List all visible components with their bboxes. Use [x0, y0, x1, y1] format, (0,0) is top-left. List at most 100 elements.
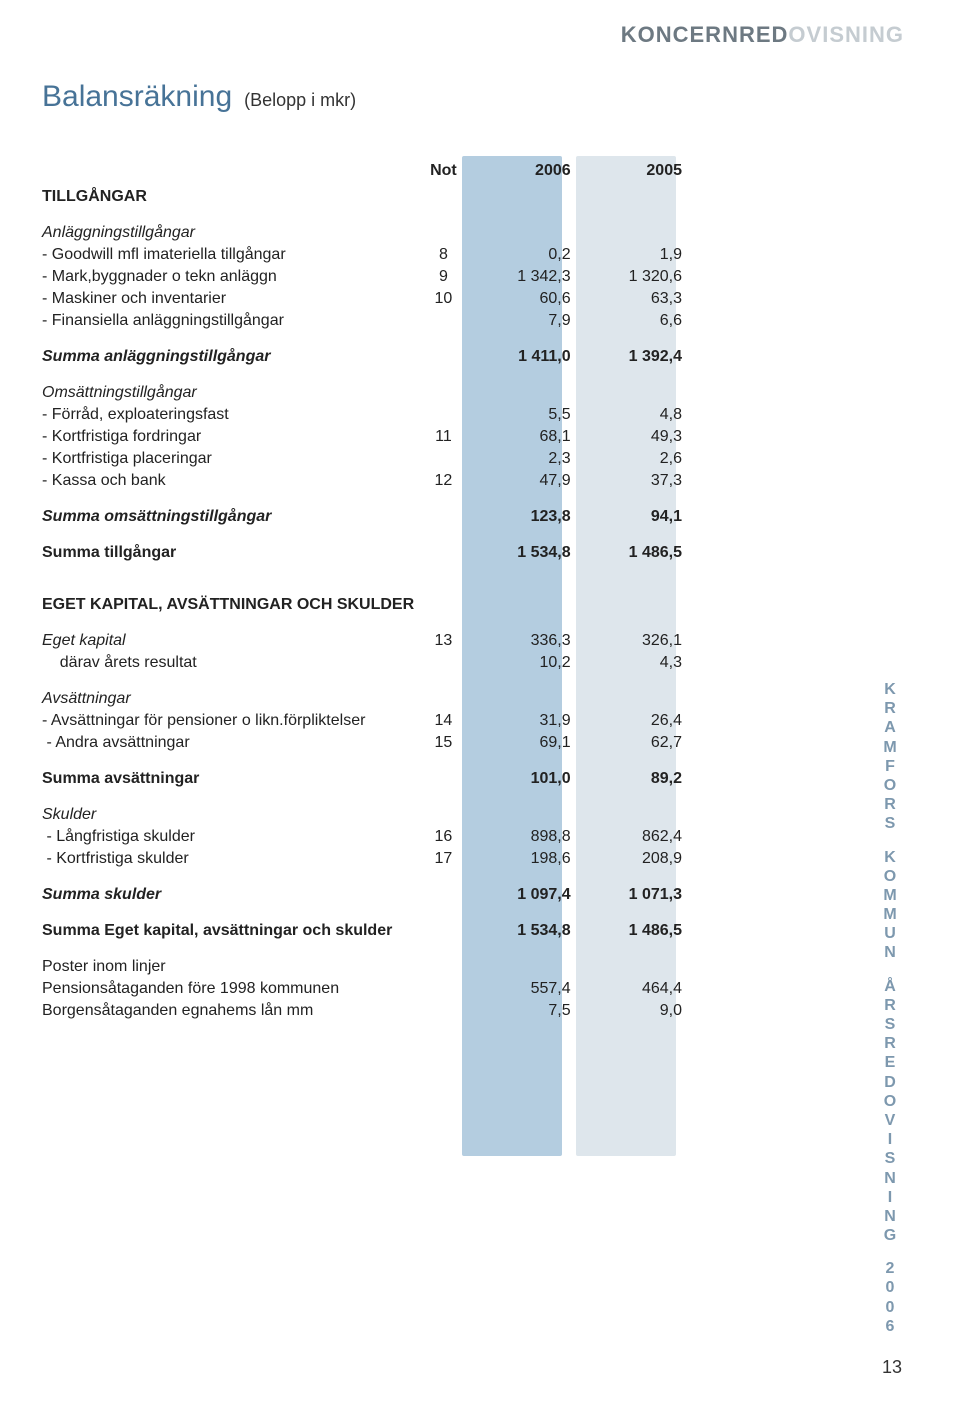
- cell-2005: 464,4: [584, 978, 682, 1000]
- side-letter: N: [882, 1169, 900, 1188]
- cell-label: - Kortfristiga placeringar: [42, 448, 414, 470]
- cell-not: 15: [414, 732, 473, 754]
- page-title: Balansräkning: [42, 80, 232, 114]
- cell-2005: [584, 688, 682, 710]
- cell-spacer: [571, 956, 584, 978]
- cell-not: 17: [414, 848, 473, 870]
- table-row: [42, 616, 682, 630]
- cell-label: - Goodwill mfl imateriella tillgångar: [42, 244, 414, 266]
- cell-2006: 1 342,3: [473, 266, 571, 288]
- page-number: 13: [882, 1357, 902, 1378]
- table-row: Borgensåtaganden egnahems lån mm 7,5 9,0: [42, 1000, 682, 1022]
- page-subtitle: (Belopp i mkr): [244, 90, 356, 111]
- cell-spacer: [571, 804, 584, 826]
- cell-not: [414, 590, 473, 616]
- table-row: TILLGÅNGAR: [42, 182, 682, 208]
- side-letter: 2: [882, 1259, 900, 1278]
- cell-not: 9: [414, 266, 473, 288]
- table-row: [42, 492, 682, 506]
- table-row: EGET KAPITAL, AVSÄTTNINGAR OCH SKULDER: [42, 590, 682, 616]
- cell-2005: [584, 956, 682, 978]
- cell-not: [414, 1000, 473, 1022]
- side-letter: S: [882, 814, 900, 833]
- cell-label: - Kortfristiga fordringar: [42, 426, 414, 448]
- side-gap: [882, 963, 900, 977]
- cell-label: - Långfristiga skulder: [42, 826, 414, 848]
- side-letter: I: [882, 1130, 900, 1149]
- cell-not: 8: [414, 244, 473, 266]
- cell-spacer: [571, 630, 584, 652]
- side-letter: I: [882, 1188, 900, 1207]
- cell-spacer: [571, 920, 584, 942]
- cell-2006: 2,3: [473, 448, 571, 470]
- cell-label: - Maskiner och inventarier: [42, 288, 414, 310]
- table-row: [42, 754, 682, 768]
- cell-spacer: [571, 426, 584, 448]
- cell-label: Borgensåtaganden egnahems lån mm: [42, 1000, 414, 1022]
- cell-label: därav årets resultat: [42, 652, 414, 674]
- cell-2005: 63,3: [584, 288, 682, 310]
- cell-not: [414, 310, 473, 332]
- cell-not: [414, 804, 473, 826]
- cell-2006: 60,6: [473, 288, 571, 310]
- cell-2006: 69,1: [473, 732, 571, 754]
- cell-not: [414, 956, 473, 978]
- cell-spacer: [571, 382, 584, 404]
- cell-not: [414, 920, 473, 942]
- table-row: - Kortfristiga skulder17198,6208,9: [42, 848, 682, 870]
- cell-2005: 326,1: [584, 630, 682, 652]
- side-letter: Å: [882, 977, 900, 996]
- cell-2006: 101,0: [473, 768, 571, 790]
- cell-spacer: [571, 448, 584, 470]
- side-letter: O: [882, 1092, 900, 1111]
- cell-label: Anläggningstillgångar: [42, 222, 414, 244]
- cell-spacer: [571, 470, 584, 492]
- cell-not: [414, 346, 473, 368]
- table-row: Summa Eget kapital, avsättningar och sku…: [42, 920, 682, 942]
- cell-label: TILLGÅNGAR: [42, 182, 414, 208]
- table-row: - Kassa och bank1247,937,3: [42, 470, 682, 492]
- table-row: - Avsättningar för pensioner o likn.förp…: [42, 710, 682, 732]
- cell-2006: 557,4: [473, 978, 571, 1000]
- cell-spacer: [571, 288, 584, 310]
- cell-spacer: [571, 310, 584, 332]
- cell-label: Pensionsåtaganden före 1998 kommunen: [42, 978, 414, 1000]
- balance-sheet-table: Not20062005TILLGÅNGARAnläggningstillgång…: [42, 160, 682, 1022]
- cell-2006: 336,3: [473, 630, 571, 652]
- cell-not: [414, 448, 473, 470]
- cell-2006: 1 097,4: [473, 884, 571, 906]
- cell-spacer: [571, 404, 584, 426]
- cell-not-header: Not: [414, 160, 473, 182]
- side-letter: E: [882, 1053, 900, 1072]
- table-row: [42, 790, 682, 804]
- cell-2005: [584, 804, 682, 826]
- cell-2006: [473, 382, 571, 404]
- cell-2006: 7,9: [473, 310, 571, 332]
- balance-sheet-table-wrap: Not20062005TILLGÅNGARAnläggningstillgång…: [42, 160, 682, 1022]
- table-row: Summa tillgångar1 534,81 486,5: [42, 542, 682, 564]
- section-header-dark: KONCERNRED: [621, 22, 789, 47]
- cell-2006: [473, 222, 571, 244]
- cell-2005: 4,8: [584, 404, 682, 426]
- cell-spacer: [571, 732, 584, 754]
- cell-not: [414, 404, 473, 426]
- cell-not: 13: [414, 630, 473, 652]
- cell-spacer: [571, 1000, 584, 1022]
- side-letter: K: [882, 848, 900, 867]
- cell-spacer: [571, 542, 584, 564]
- side-letter: K: [882, 680, 900, 699]
- cell-2005: [584, 590, 682, 616]
- cell-2006: 0,2: [473, 244, 571, 266]
- side-letter: R: [882, 795, 900, 814]
- side-letter: R: [882, 996, 900, 1015]
- cell-not: [414, 382, 473, 404]
- cell-not: [414, 884, 473, 906]
- table-row: Avsättningar: [42, 688, 682, 710]
- cell-2005: 9,0: [584, 1000, 682, 1022]
- cell-not: 16: [414, 826, 473, 848]
- cell-2006: [473, 956, 571, 978]
- cell-2005: 49,3: [584, 426, 682, 448]
- cell-2006: 7,5: [473, 1000, 571, 1022]
- cell-2006: 1 534,8: [473, 920, 571, 942]
- side-letter: M: [882, 738, 900, 757]
